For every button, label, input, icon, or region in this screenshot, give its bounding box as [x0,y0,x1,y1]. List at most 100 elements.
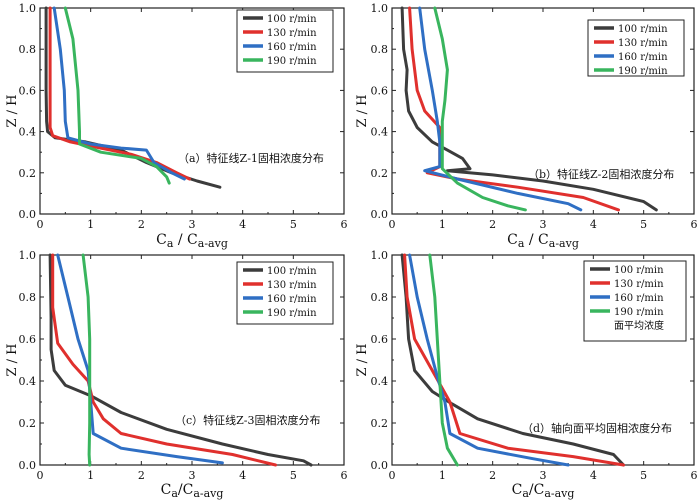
series-line-190-r-min [81,253,92,467]
x-tick-label: 6 [691,218,698,231]
y-tick-label: 0.0 [371,208,389,221]
legend: 100 r/min 130 r/min 160 r/min 190 r/min [587,19,685,77]
x-tick-label: 3 [189,218,196,231]
panel-annotation: （c）特征线Z-3固相浓度分布 [175,413,321,427]
legend-entry: 190 r/min [267,308,317,319]
x-tick-label: 5 [640,218,647,231]
legend-entry: 130 r/min [614,279,664,290]
y-axis-label: Z / H [5,343,20,376]
y-tick-label: 0.4 [371,126,389,139]
x-tick-label: 1 [87,218,94,231]
x-tick-label: 0 [37,469,44,482]
x-tick-label: 2 [489,218,496,231]
y-tick-label: 0.0 [19,459,37,472]
y-tick-label: 0.0 [371,459,389,472]
x-tick-label: 0 [37,218,44,231]
y-tick-label: 0.8 [19,43,37,56]
x-tick-label: 1 [87,469,94,482]
y-tick-label: 1.0 [19,249,37,262]
x-tick-label: 4 [239,218,246,231]
y-tick-label: 0.6 [19,333,37,346]
y-tick-label: 0.2 [371,167,389,180]
series-line-160-r-min [408,253,570,467]
series-line-160-r-min [52,6,186,181]
legend-entry: 160 r/min [618,52,668,63]
y-tick-label: 0.4 [19,375,37,388]
legend-entry: 100 r/min [267,266,317,277]
panel-annotation: （a）特征线Z-1固相浓度分布 [178,151,324,165]
legend: 100 r/min 130 r/min 160 r/min 190 r/min [236,261,334,325]
panel-d: 0 1 2 3 4 5 6 0.0 0.2 0.4 0.6 0.8 1.0 Z / H Ca/Ca-avg 1… [355,249,698,500]
x-tick-label: 2 [489,469,496,482]
y-axis-label: Z / H [355,94,370,127]
x-tick-label: 6 [341,469,348,482]
panel-c: 0 1 2 3 4 5 6 0.0 0.2 0.4 0.6 0.8 1.0 Z / H Ca/Ca-avg 1… [5,249,348,500]
panel-a: 0 1 2 3 4 5 6 0.0 0.2 0.4 0.6 0.8 1.0 Z / H Ca / Ca-av… [5,2,348,250]
y-tick-label: 0.2 [19,417,37,430]
legend-entry: 160 r/min [267,294,317,305]
y-tick-label: 0.2 [19,167,37,180]
x-tick-label: 4 [590,469,597,482]
x-tick-label: 3 [189,469,196,482]
x-tick-label: 5 [640,469,647,482]
series-line-190-r-min [428,253,459,467]
x-axis-label: Ca / Ca-avg [156,232,228,250]
series-line-100-r-min [400,253,625,467]
series-line-100-r-min [400,6,658,212]
series-line-160-r-min [418,6,583,212]
y-tick-label: 1.0 [371,2,389,15]
x-tick-label: 0 [389,218,396,231]
y-tick-label: 0.8 [19,291,37,304]
series-line-130-r-min [403,253,625,467]
x-tick-label: 3 [540,218,547,231]
legend-entry: 190 r/min [267,56,317,67]
y-tick-label: 0.6 [371,84,389,97]
x-tick-label: 6 [691,469,698,482]
series-line-100-r-min [48,253,313,467]
x-tick-label: 2 [138,218,145,231]
y-tick-label: 0.8 [371,291,389,304]
y-tick-label: 0.8 [371,43,389,56]
legend-entry: 100 r/min [618,24,668,35]
series-line-160-r-min [56,253,224,465]
x-tick-label: 5 [290,218,297,231]
x-tick-label: 2 [138,469,145,482]
series-line-190-r-min [63,6,171,185]
y-tick-label: 1.0 [371,249,389,262]
series-line-130-r-min [51,253,278,467]
x-tick-label: 4 [239,469,246,482]
y-axis-label: Z / H [355,343,370,376]
y-tick-label: 0.0 [19,208,37,221]
legend-entry: 面平均浓度 [614,319,664,332]
x-axis-label: Ca / Ca-avg [507,232,579,250]
legend-entry: 160 r/min [614,293,664,304]
x-tick-label: 6 [341,218,348,231]
y-tick-label: 0.4 [19,126,37,139]
y-tick-label: 0.2 [371,417,389,430]
panel-annotation: （b）特征线Z-2固相浓度分布 [528,167,674,181]
y-tick-label: 0.4 [371,375,389,388]
x-axis-label: Ca/Ca-avg [161,482,224,500]
legend-box [583,260,687,342]
legend-entry: 100 r/min [614,265,664,276]
legend-entry: 160 r/min [267,42,317,53]
legend-entry: 130 r/min [618,38,668,49]
x-tick-label: 1 [439,218,446,231]
legend: 100 r/min 130 r/min 160 r/min 190 r/min面平均浓… [583,260,687,342]
y-axis-label: Z / H [5,94,20,127]
x-tick-label: 0 [389,469,396,482]
legend-entry: 190 r/min [614,307,664,318]
x-tick-label: 5 [290,469,297,482]
legend-entry: 130 r/min [267,280,317,291]
panel-b: 0 1 2 3 4 5 6 0.0 0.2 0.4 0.6 0.8 1.0 Z / H Ca / Ca-av… [355,2,698,250]
y-tick-label: 0.6 [371,333,389,346]
y-tick-label: 1.0 [19,2,37,15]
x-tick-label: 3 [540,469,547,482]
legend: 100 r/min 130 r/min 160 r/min 190 r/min [236,9,334,73]
panel-annotation: （d）轴向面平均固相浓度分布 [522,421,672,435]
x-tick-label: 1 [439,469,446,482]
legend-entry: 190 r/min [618,66,668,77]
legend-entry: 130 r/min [267,28,317,39]
x-axis-label: Ca/Ca-avg [512,482,575,500]
